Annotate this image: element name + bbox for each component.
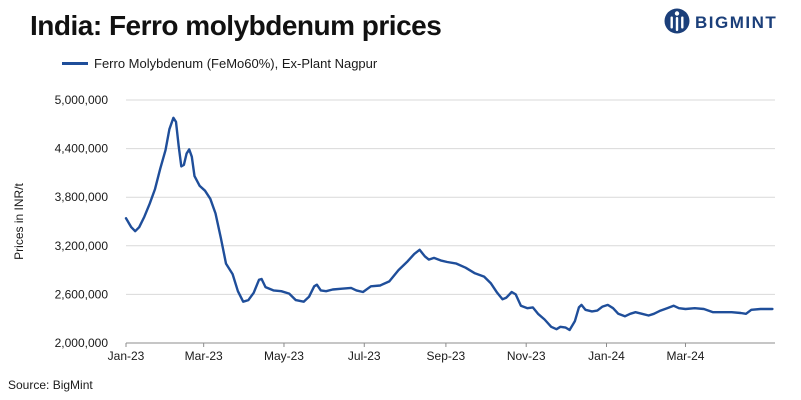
y-tick-label: 3,800,000 [55,190,109,204]
page-title: India: Ferro molybdenum prices [30,10,442,41]
brand-logo[interactable]: BIGMINT [664,8,777,38]
y-tick-label: 4,400,000 [55,142,109,156]
bigmint-logo-icon [664,7,690,40]
y-tick-label: 5,000,000 [55,93,109,107]
brand-name: BIGMINT [695,13,778,32]
y-tick-labels: 2,000,000 2,600,000 3,200,000 3,800,000 4,40… [55,93,109,350]
source-note: Source: BigMint [8,378,93,392]
grid-lines [126,99,775,295]
y-axis-label: Prices in INR/t [12,182,26,259]
x-tick-label: Jan-24 [588,349,625,363]
x-tick-label: Mar-23 [185,349,223,363]
y-tick-label: 3,200,000 [55,239,109,253]
chart-legend: Ferro Molybdenum (FeMo60%), Ex-Plant Nag… [62,56,377,71]
y-tick-label: 2,000,000 [55,336,109,350]
y-tick-label: 2,600,000 [55,287,109,301]
x-tick-label: Sep-23 [427,349,466,363]
x-tick-label: Mar-24 [666,349,704,363]
legend-swatch [62,62,88,65]
x-tick-labels: Jan-23 Mar-23 May-23 Jul-23 Sep-23 Nov-23 Jan-… [108,343,705,363]
x-tick-label: Nov-23 [507,349,546,363]
x-tick-label: Jan-23 [108,349,145,363]
x-tick-label: Jul-23 [348,349,381,363]
x-tick-label: May-23 [264,349,304,363]
legend-label: Ferro Molybdenum (FeMo60%), Ex-Plant Nag… [94,56,378,71]
series-line-ferro-molybdenum [124,116,774,332]
